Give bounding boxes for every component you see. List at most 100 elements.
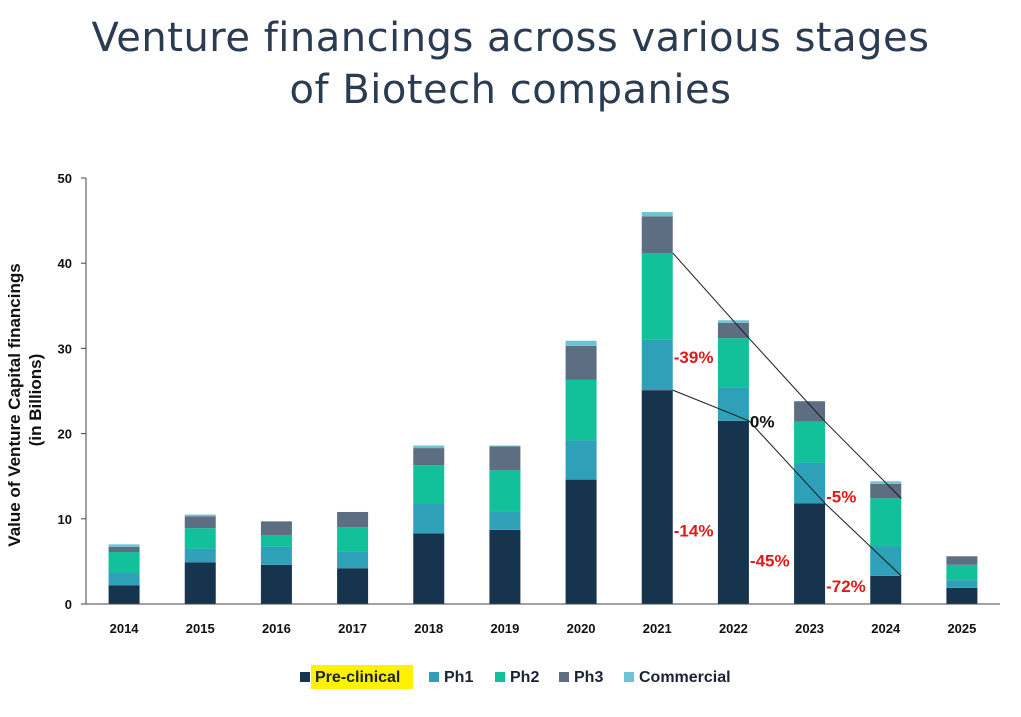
bar-segment-ph3 xyxy=(337,511,369,528)
change-annotation: -5% xyxy=(826,488,856,507)
bar-segment-ph1 xyxy=(260,546,292,565)
legend-swatch xyxy=(300,672,310,682)
bar-segment-ph1 xyxy=(794,462,826,504)
legend-swatch xyxy=(559,672,569,682)
y-tick-label: 0 xyxy=(65,597,72,612)
x-tick-label: 2020 xyxy=(567,621,596,636)
bar-segment-pre-clinical xyxy=(489,529,521,604)
chart-title: Venture financings across various stages… xyxy=(0,12,1021,116)
chart-title-line-2: of Biotech companies xyxy=(289,67,732,113)
trend-line xyxy=(748,337,826,423)
legend-swatch xyxy=(495,672,505,682)
y-axis-label-line-2: (in Billions) xyxy=(26,354,45,447)
bar-segment-ph1 xyxy=(413,503,445,534)
bar-segment-ph2 xyxy=(413,465,445,504)
legend-label: Ph2 xyxy=(510,669,539,686)
trend-line xyxy=(824,503,902,577)
change-annotation: -14% xyxy=(674,522,714,541)
bar-segment-commercial xyxy=(413,445,445,449)
change-annotation: -39% xyxy=(674,348,714,367)
bar-segment-ph3 xyxy=(108,546,140,553)
bar-segment-ph1 xyxy=(641,339,673,391)
bar-segment-pre-clinical xyxy=(641,390,673,604)
bar-segment-ph2 xyxy=(184,528,216,549)
bar-segment-ph1 xyxy=(184,548,216,563)
bar-segment-ph2 xyxy=(870,498,902,547)
legend-label: Pre-clinical xyxy=(315,669,400,686)
bar-segment-ph1 xyxy=(717,387,749,421)
legend-swatch xyxy=(624,672,634,682)
y-tick-label: 40 xyxy=(58,256,72,271)
bar-segment-ph2 xyxy=(108,552,140,573)
bar-segment-pre-clinical xyxy=(565,479,597,604)
bar-segment-ph3 xyxy=(717,322,749,339)
plot-area: 0 10 20 30 40 50 2014 2015 2016 2017 2018 2019 2020 2… xyxy=(5,171,1000,689)
bar-segment-commercial xyxy=(184,514,216,517)
bar-segment-pre-clinical xyxy=(260,564,292,604)
bar-segment-ph1 xyxy=(337,551,369,569)
trend-line xyxy=(672,252,750,339)
y-tick-label: 30 xyxy=(58,341,72,356)
legend-label: Ph1 xyxy=(444,669,473,686)
bar-segment-ph3 xyxy=(413,448,445,466)
bar-segment-ph1 xyxy=(565,440,597,480)
bar-segment-ph3 xyxy=(489,446,521,471)
legend-highlight xyxy=(311,665,413,689)
trend-line xyxy=(748,420,826,504)
x-tick-label: 2015 xyxy=(186,621,215,636)
bar-segment-ph2 xyxy=(565,379,597,441)
bar-segment-ph3 xyxy=(946,556,978,565)
change-annotation: -45% xyxy=(750,552,790,571)
chart-title-line-1: Venture financings across various stages xyxy=(91,15,930,61)
y-tick-label: 10 xyxy=(58,512,72,527)
bar-segment-ph3 xyxy=(260,521,292,535)
x-tick-label: 2022 xyxy=(719,621,748,636)
bar-segment-ph2 xyxy=(946,564,978,581)
bar-segment-pre-clinical xyxy=(413,533,445,604)
x-tick-label: 2021 xyxy=(643,621,672,636)
bar-segment-ph3 xyxy=(794,401,826,422)
bar-segment-ph3 xyxy=(870,483,902,499)
bar-segment-ph2 xyxy=(794,421,826,463)
bar-segment-commercial xyxy=(108,544,140,547)
bar-segment-pre-clinical xyxy=(184,562,216,604)
bar-segment-ph2 xyxy=(717,338,749,388)
bar-segment-ph3 xyxy=(641,216,673,253)
x-tick-label: 2018 xyxy=(414,621,443,636)
bar-segment-ph1 xyxy=(108,572,140,586)
bar-segment-pre-clinical xyxy=(717,420,749,604)
trend-line xyxy=(824,421,902,499)
x-tick-label: 2014 xyxy=(110,621,140,636)
x-tick-label: 2023 xyxy=(795,621,824,636)
bar-segment-ph2 xyxy=(641,252,673,340)
legend-label: Ph3 xyxy=(574,669,603,686)
bar-segment-ph3 xyxy=(565,345,597,380)
y-axis-label-line-1: Value of Venture Capital financings xyxy=(5,263,24,546)
bar-segment-pre-clinical xyxy=(946,587,978,604)
legend-label: Commercial xyxy=(639,669,731,686)
bar-segment-pre-clinical xyxy=(870,575,902,604)
bar-segment-pre-clinical xyxy=(337,568,369,604)
bar-segment-ph3 xyxy=(184,516,216,529)
bar-segment-commercial xyxy=(565,340,597,346)
bar-segment-pre-clinical xyxy=(108,585,140,604)
bar-segment-ph1 xyxy=(946,580,978,588)
x-tick-label: 2019 xyxy=(490,621,519,636)
bar-segment-pre-clinical xyxy=(794,503,826,604)
bar-segment-ph2 xyxy=(260,534,292,547)
bar-segment-commercial xyxy=(489,445,521,447)
y-tick-label: 50 xyxy=(58,171,72,186)
bar-segment-ph2 xyxy=(337,527,369,552)
legend-swatch xyxy=(429,672,439,682)
x-tick-label: 2016 xyxy=(262,621,291,636)
change-annotation: 0% xyxy=(750,413,775,432)
x-tick-label: 2024 xyxy=(871,621,901,636)
bar-segment-ph1 xyxy=(489,511,521,530)
bar-segment-commercial xyxy=(641,212,673,217)
trend-line xyxy=(672,389,750,422)
x-tick-label: 2025 xyxy=(947,621,976,636)
change-annotation: -72% xyxy=(826,577,866,596)
x-tick-label: 2017 xyxy=(338,621,367,636)
bar-segment-ph2 xyxy=(489,470,521,512)
